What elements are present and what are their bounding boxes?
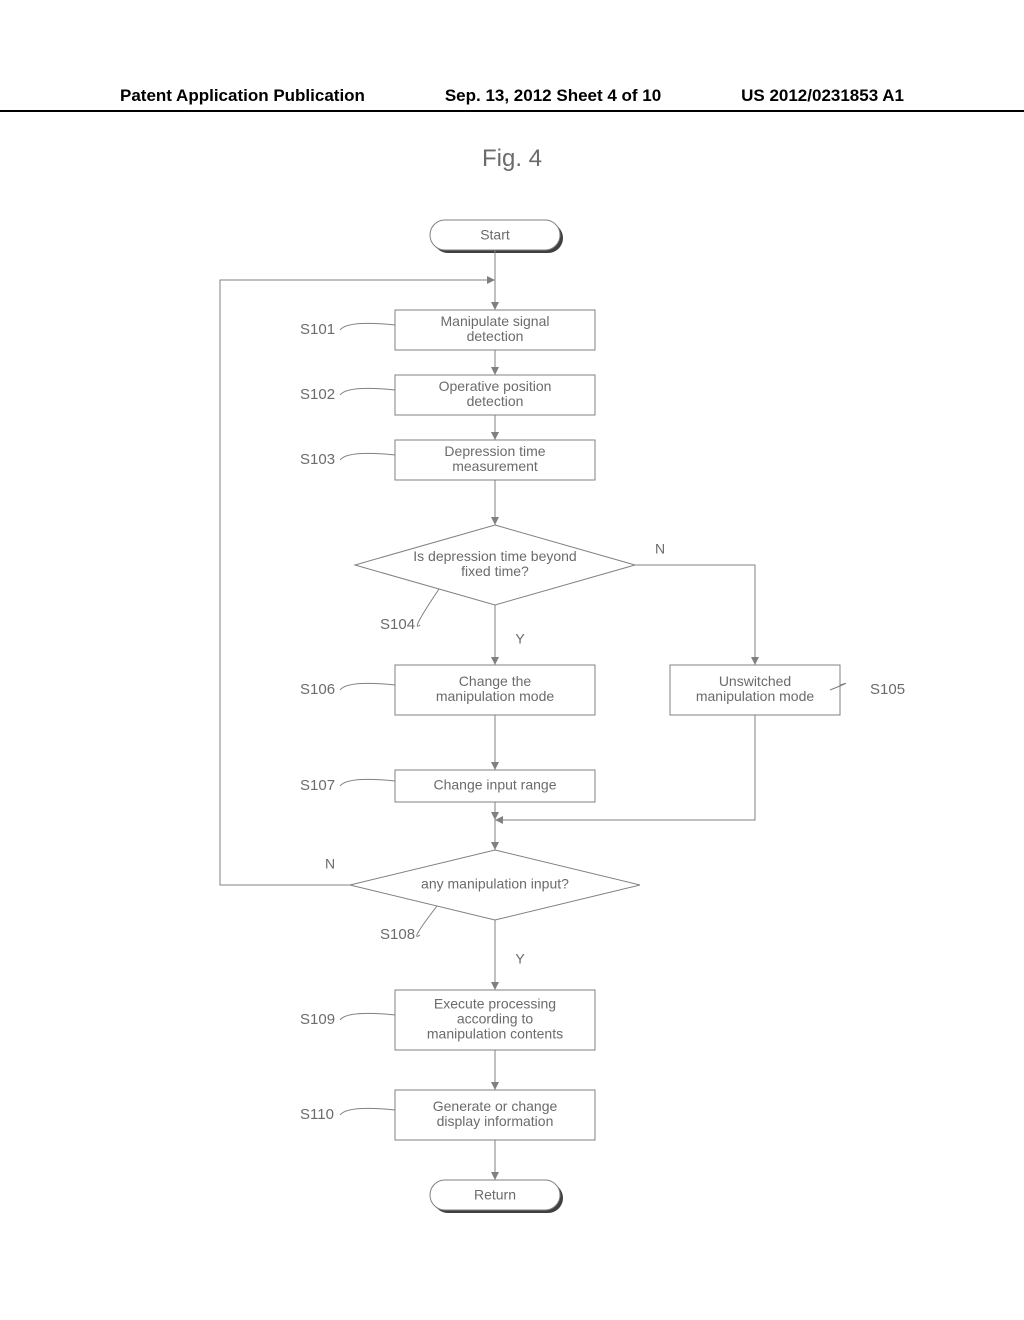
svg-text:detection: detection xyxy=(467,393,524,409)
svg-text:Return: Return xyxy=(474,1187,516,1203)
svg-text:manipulation contents: manipulation contents xyxy=(427,1026,563,1042)
page-header: Patent Application Publication Sep. 13, … xyxy=(0,86,1024,112)
svg-text:Execute processing: Execute processing xyxy=(434,996,556,1012)
flowchart: StartManipulate signaldetectionS101Opera… xyxy=(0,200,1024,1300)
svg-text:detection: detection xyxy=(467,328,524,344)
svg-text:manipulation mode: manipulation mode xyxy=(696,688,815,704)
svg-text:N: N xyxy=(325,856,335,872)
svg-text:S108: S108 xyxy=(380,926,415,943)
svg-text:Generate or change: Generate or change xyxy=(433,1098,558,1114)
header-right: US 2012/0231853 A1 xyxy=(741,86,904,106)
svg-text:Change input range: Change input range xyxy=(434,777,557,793)
svg-text:according to: according to xyxy=(457,1011,533,1027)
svg-text:any manipulation input?: any manipulation input? xyxy=(421,876,569,892)
svg-text:S103: S103 xyxy=(300,451,335,468)
svg-text:S110: S110 xyxy=(300,1106,334,1123)
svg-text:N: N xyxy=(655,541,665,557)
figure-title: Fig. 4 xyxy=(0,145,1024,173)
svg-text:S104: S104 xyxy=(380,616,415,633)
svg-text:Start: Start xyxy=(480,227,510,243)
svg-text:S102: S102 xyxy=(300,386,335,403)
svg-text:fixed time?: fixed time? xyxy=(461,563,529,579)
header-left: Patent Application Publication xyxy=(120,86,365,106)
svg-text:measurement: measurement xyxy=(452,458,538,474)
svg-text:Manipulate signal: Manipulate signal xyxy=(441,313,550,329)
svg-text:Y: Y xyxy=(515,631,525,647)
svg-text:S101: S101 xyxy=(300,321,335,338)
svg-text:S106: S106 xyxy=(300,681,335,698)
svg-text:Depression time: Depression time xyxy=(444,443,545,459)
svg-text:S105: S105 xyxy=(870,681,905,698)
page: Patent Application Publication Sep. 13, … xyxy=(0,0,1024,1320)
svg-text:Is depression time beyond: Is depression time beyond xyxy=(413,548,576,564)
svg-text:S107: S107 xyxy=(300,777,335,794)
header-center: Sep. 13, 2012 Sheet 4 of 10 xyxy=(445,86,661,106)
svg-text:Change the: Change the xyxy=(459,673,532,689)
svg-text:Y: Y xyxy=(515,951,525,967)
svg-text:S109: S109 xyxy=(300,1011,335,1028)
svg-text:manipulation mode: manipulation mode xyxy=(436,688,555,704)
svg-text:display information: display information xyxy=(437,1113,554,1129)
svg-text:Operative position: Operative position xyxy=(439,378,552,394)
svg-text:Unswitched: Unswitched xyxy=(719,673,791,689)
